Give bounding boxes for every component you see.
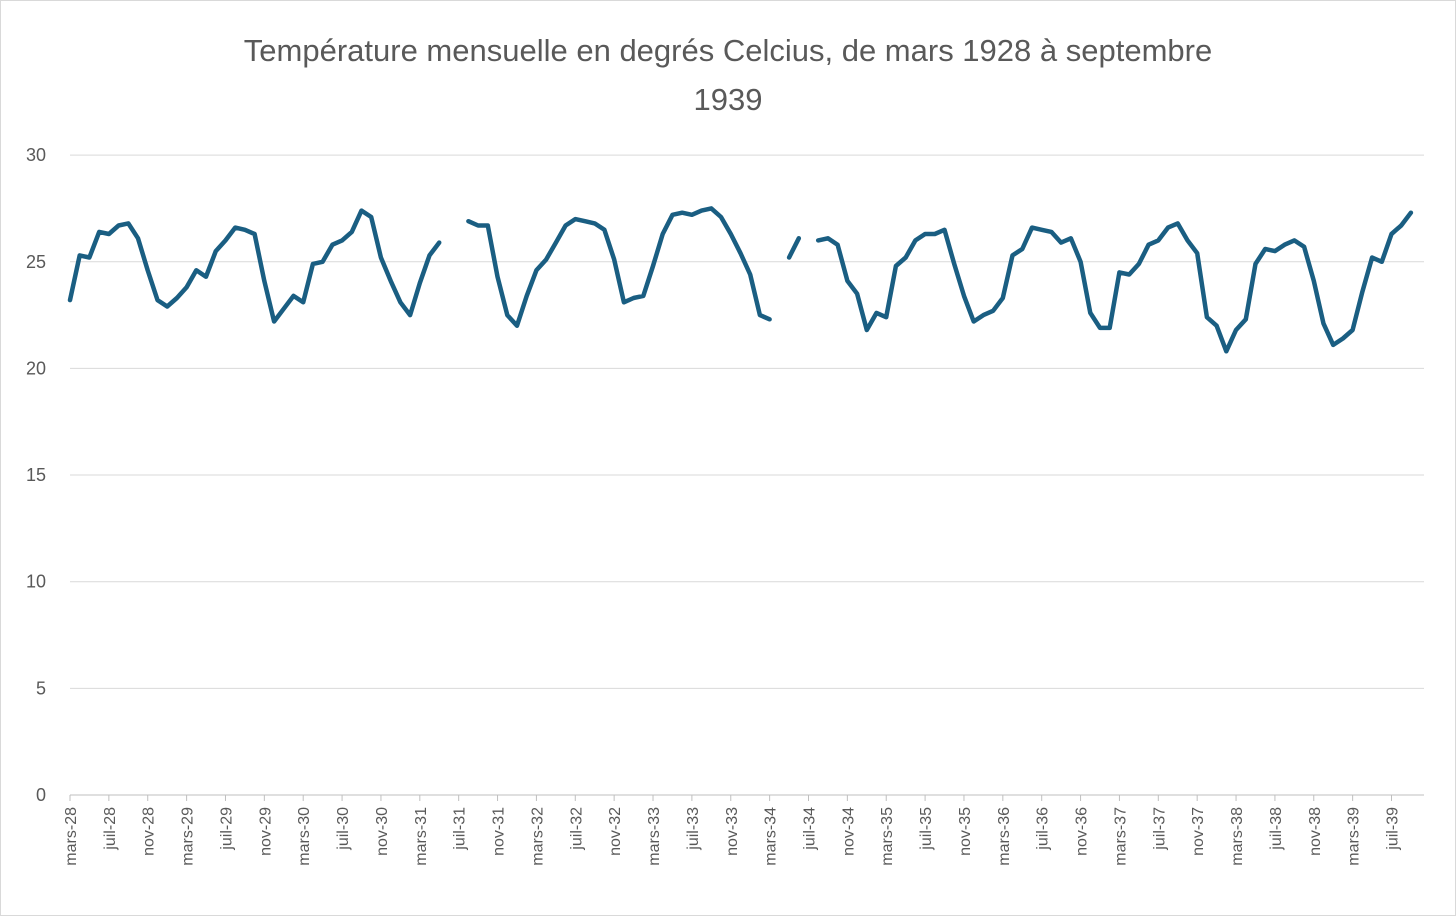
- x-tick-label: nov-38: [1307, 807, 1324, 856]
- x-tick-label: nov-35: [957, 807, 974, 856]
- x-tick-label: juil-32: [568, 807, 585, 851]
- x-tick-label: juil-35: [918, 807, 935, 851]
- x-tick-label: mars-32: [529, 807, 546, 866]
- y-tick-label: 25: [26, 252, 46, 272]
- x-tick-label: juil-30: [335, 807, 352, 851]
- chart-title: Température mensuelle en degrés Celcius,…: [243, 33, 1213, 117]
- y-tick-label: 0: [36, 785, 46, 805]
- x-tick-label: mars-31: [413, 807, 430, 866]
- x-tick-label: mars-36: [996, 807, 1013, 866]
- x-tick-label: nov-36: [1074, 807, 1091, 856]
- x-tick-label: mars-39: [1346, 807, 1363, 866]
- x-tick-label: juil-37: [1151, 807, 1168, 851]
- x-tick-label: juil-38: [1268, 807, 1285, 851]
- y-tick-label: 30: [26, 145, 46, 165]
- x-tick-label: juil-36: [1035, 807, 1052, 851]
- x-tick-label: nov-33: [724, 807, 741, 856]
- x-tick-label: mars-33: [646, 807, 663, 866]
- x-tick-label: mars-30: [296, 807, 313, 866]
- axes: 0 5 10 15 20 25 30 mars-28 juil-28 nov-28 mars-29 j…: [26, 145, 1424, 866]
- y-tick-label: 15: [26, 465, 46, 485]
- x-tick-label: nov-31: [491, 807, 508, 856]
- y-tick-label: 20: [26, 358, 46, 378]
- x-tick-label: mars-35: [879, 807, 896, 866]
- x-tick-label: mars-28: [63, 807, 80, 866]
- x-tick-label: juil-28: [102, 807, 119, 851]
- x-tick-label: juil-39: [1385, 807, 1402, 851]
- gridlines: [70, 154, 1424, 689]
- x-tick-label: mars-34: [763, 807, 780, 866]
- y-tick-label: 10: [26, 572, 46, 592]
- y-tick-label: 5: [36, 678, 46, 698]
- x-tick-label: juil-29: [218, 807, 235, 851]
- x-tick-label: nov-28: [141, 807, 158, 856]
- x-tick-label: mars-29: [180, 807, 197, 866]
- x-tick-label: nov-29: [257, 807, 274, 856]
- x-tick-label: mars-38: [1229, 807, 1246, 866]
- data-series: [67, 206, 1414, 354]
- x-tick-label: nov-30: [374, 807, 391, 856]
- x-tick-label: nov-37: [1190, 807, 1207, 856]
- x-tick-label: nov-34: [840, 807, 857, 856]
- x-tick-label: mars-37: [1112, 807, 1129, 866]
- x-tick-label: juil-34: [801, 807, 818, 851]
- x-tick-label: juil-33: [685, 807, 702, 851]
- series-line: [67, 206, 1414, 354]
- x-tick-label: nov-32: [607, 807, 624, 856]
- x-tick-label: juil-31: [452, 807, 469, 851]
